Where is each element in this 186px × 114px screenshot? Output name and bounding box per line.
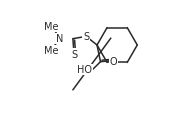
Text: Me: Me — [44, 22, 59, 32]
Text: HO: HO — [77, 65, 92, 74]
Text: O: O — [110, 56, 118, 66]
Text: Me: Me — [44, 46, 59, 56]
Text: N: N — [56, 34, 63, 44]
Text: S: S — [83, 32, 89, 42]
Text: S: S — [71, 49, 77, 59]
